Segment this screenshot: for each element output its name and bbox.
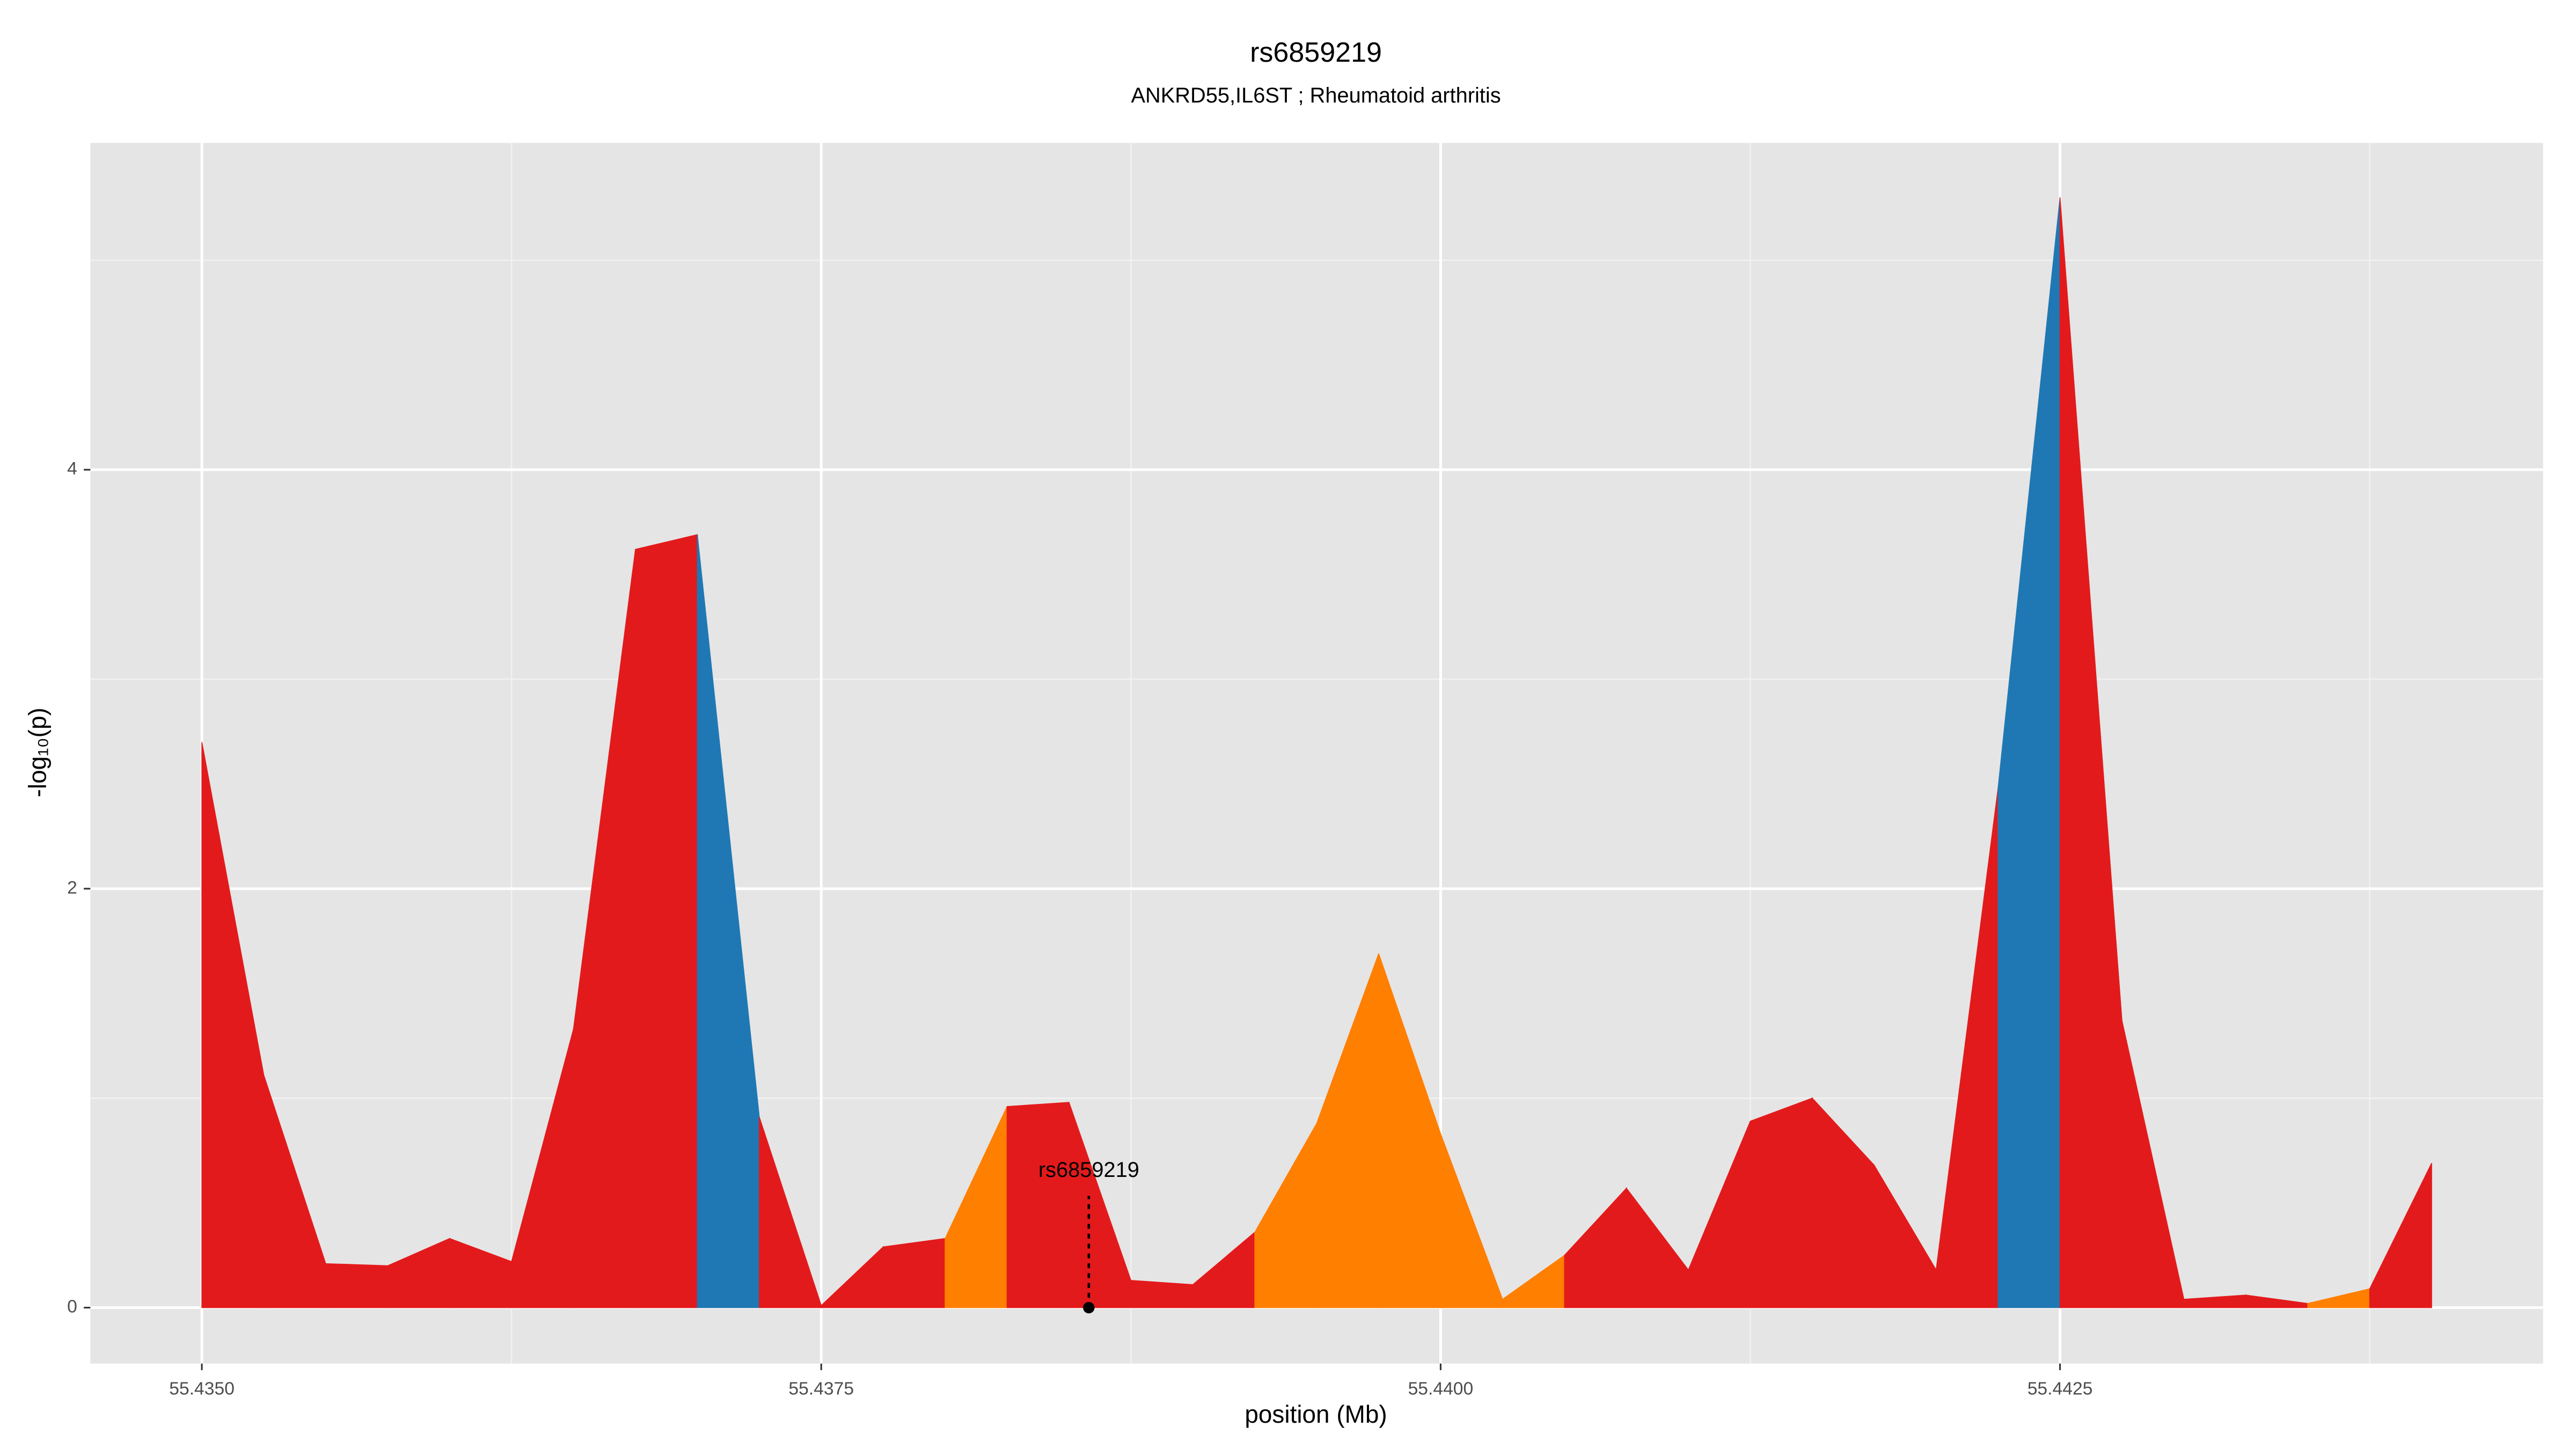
annotation-point [1083, 1301, 1095, 1314]
y-tick-label: 0 [67, 1297, 77, 1316]
x-tick-label: 55.4375 [788, 1379, 854, 1399]
y-tick-label: 2 [67, 878, 77, 898]
x-tick-label: 55.4400 [1408, 1379, 1474, 1399]
area-segment [1130, 1280, 1194, 1308]
x-tick-label: 55.4350 [169, 1379, 235, 1399]
x-tick-label: 55.4425 [2028, 1379, 2093, 1399]
area-segment [635, 534, 698, 1308]
annotation-label: rs6859219 [1038, 1158, 1139, 1182]
y-tick-label: 4 [67, 459, 77, 479]
y-axis-label: -log₁₀(p) [24, 707, 52, 797]
area-segment [2369, 1162, 2432, 1308]
chart-subtitle: ANKRD55,IL6ST ; Rheumatoid arthritis [1131, 84, 1501, 107]
area-segment [1750, 1097, 1813, 1308]
chart-title: rs6859219 [1250, 37, 1382, 68]
area-segment [882, 1238, 946, 1308]
area-segment [325, 1263, 389, 1308]
area-segment [1006, 1102, 1070, 1308]
x-axis-label: position (Mb) [1245, 1400, 1387, 1428]
